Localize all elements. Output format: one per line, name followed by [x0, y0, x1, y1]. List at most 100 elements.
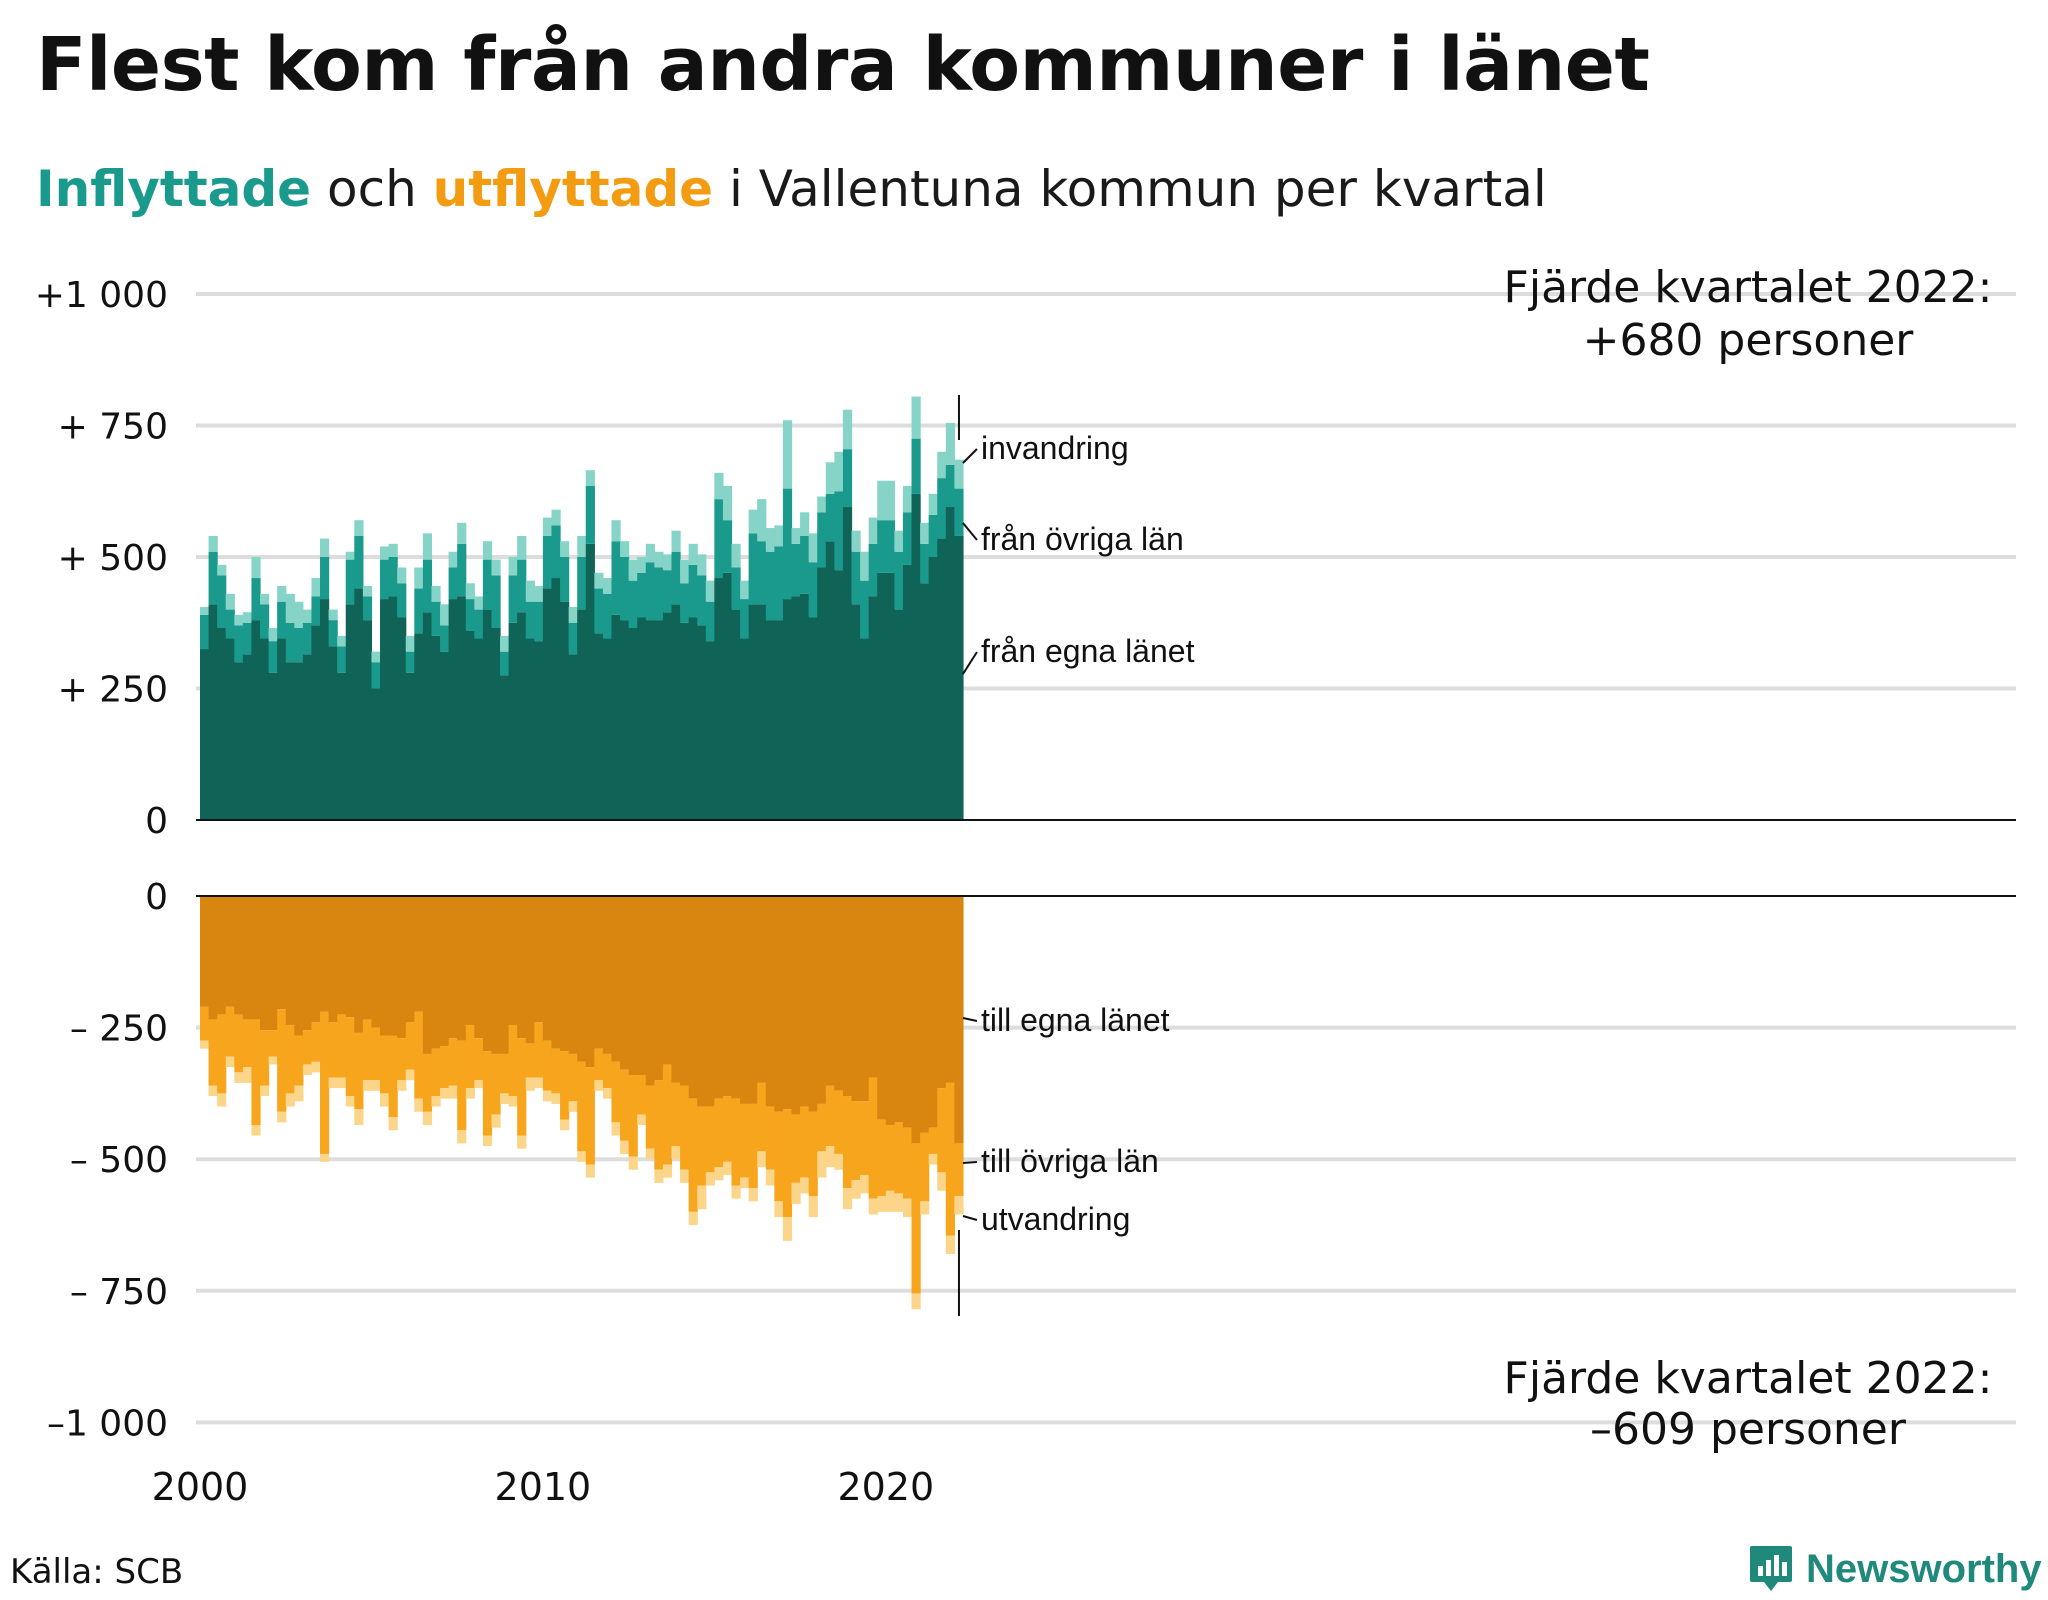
- bar-in-segment: [731, 567, 741, 610]
- bar-in-segment: [688, 543, 698, 565]
- bar-out-segment: [602, 1088, 613, 1099]
- bar-in-segment: [885, 480, 895, 521]
- bar-out-segment: [748, 896, 758, 1104]
- bar-out-segment: [482, 896, 493, 1052]
- bar-in-segment: [808, 533, 818, 563]
- bar-out-segment: [654, 896, 664, 1081]
- bar-out-segment: [217, 1093, 227, 1107]
- bar-in-segment: [791, 543, 801, 597]
- bar-in-segment: [251, 620, 261, 820]
- bar-out-segment: [380, 1035, 390, 1094]
- bar-out-segment: [508, 1096, 518, 1107]
- bar-in-segment: [285, 662, 295, 820]
- bar-in-segment: [225, 593, 235, 610]
- bar-out-segment: [757, 1151, 767, 1168]
- bar-out-segment: [277, 896, 287, 1010]
- bar-out-segment: [268, 896, 278, 1031]
- bar-in-segment: [860, 551, 870, 581]
- bar-in-segment: [842, 449, 853, 508]
- bar-in-segment: [817, 567, 827, 820]
- bar-in-segment: [362, 620, 373, 820]
- bar-out-segment: [525, 896, 535, 1044]
- bar-out-segment: [285, 896, 295, 1025]
- bar-out-segment: [560, 896, 570, 1052]
- bar-out-segment: [697, 896, 707, 1107]
- bar-out-segment: [517, 1038, 527, 1136]
- bar-in-segment: [825, 462, 835, 494]
- bar-in-segment: [731, 543, 741, 568]
- bar-in-segment: [928, 557, 938, 820]
- bar-out-segment: [945, 896, 955, 1083]
- bar-out-segment: [354, 896, 364, 1033]
- bar-in-segment: [945, 422, 955, 465]
- bar-out-segment: [585, 896, 595, 1068]
- bar-in-segment: [414, 567, 424, 589]
- bar-in-segment: [654, 567, 664, 621]
- bar-in-segment: [474, 596, 484, 610]
- bar-in-segment: [585, 470, 595, 486]
- annotation-top-line2: +680 personer: [1583, 315, 1915, 366]
- bar-out-segment: [808, 1111, 818, 1197]
- bar-out-segment: [234, 1072, 244, 1083]
- bar-out-segment: [671, 896, 681, 1083]
- bar-in-segment: [834, 570, 844, 820]
- bar-in-segment: [697, 554, 707, 576]
- bar-out-segment: [834, 896, 844, 1091]
- bar-out-segment: [705, 1172, 715, 1186]
- bar-in-segment: [200, 649, 210, 820]
- bar-in-segment: [705, 580, 715, 602]
- bar-in-segment: [637, 557, 647, 573]
- bar-in-segment: [954, 488, 964, 536]
- bar-in-segment: [414, 588, 424, 634]
- y-tick-label-bottom: – 250: [70, 1009, 168, 1050]
- bar-in-segment: [937, 451, 947, 479]
- annotation-bottom-line1: Fjärde kvartalet 2022:: [1504, 1353, 1993, 1404]
- bar-out-segment: [508, 1024, 518, 1097]
- bar-in-segment: [388, 543, 398, 557]
- label-fran-egna-lanet-leader: [962, 651, 978, 675]
- bar-in-segment: [345, 559, 355, 605]
- bar-out-segment: [242, 1067, 253, 1083]
- bar-in-segment: [217, 575, 227, 629]
- bar-out-segment: [474, 1038, 484, 1081]
- bar-in-segment: [765, 551, 775, 621]
- y-tick-label-top: 0: [145, 801, 168, 842]
- bar-out-segment: [542, 1090, 553, 1102]
- bar-out-segment: [594, 896, 604, 1049]
- bar-in-segment: [748, 509, 758, 534]
- bar-in-segment: [482, 541, 493, 560]
- bar-out-segment: [568, 896, 578, 1054]
- bar-out-segment: [448, 1038, 458, 1086]
- bar-in-segment: [328, 620, 338, 647]
- bar-out-segment: [200, 896, 210, 1007]
- bar-out-segment: [868, 1077, 878, 1199]
- bar-out-segment: [680, 1085, 690, 1170]
- label-utvandring: utvandring: [981, 1201, 1130, 1237]
- bar-out-segment: [945, 1235, 955, 1254]
- bar-in-segment: [285, 622, 295, 663]
- bar-in-segment: [628, 559, 638, 581]
- bar-in-segment: [834, 451, 844, 492]
- bar-out-segment: [808, 1196, 818, 1218]
- bar-out-segment: [337, 1077, 347, 1089]
- bar-out-segment: [260, 1030, 270, 1086]
- bar-in-segment: [465, 583, 475, 600]
- bar-out-segment: [594, 1048, 604, 1081]
- bar-out-segment: [654, 1169, 664, 1183]
- bar-in-segment: [705, 641, 715, 820]
- bar-in-segment: [757, 541, 767, 605]
- bar-out-segment: [585, 1164, 595, 1178]
- bar-in-segment: [560, 557, 570, 602]
- bar-in-segment: [894, 551, 904, 610]
- bar-in-segment: [860, 638, 870, 820]
- bar-in-segment: [851, 551, 861, 605]
- bar-in-segment: [482, 609, 493, 820]
- bar-out-segment: [345, 1096, 355, 1107]
- label-till-ovriga-lan-leader: [962, 1161, 978, 1164]
- bar-in-segment: [268, 641, 278, 673]
- bar-in-segment: [508, 575, 518, 623]
- bar-out-segment: [277, 1009, 287, 1112]
- bar-out-segment: [808, 896, 818, 1112]
- bar-out-segment: [671, 1146, 681, 1160]
